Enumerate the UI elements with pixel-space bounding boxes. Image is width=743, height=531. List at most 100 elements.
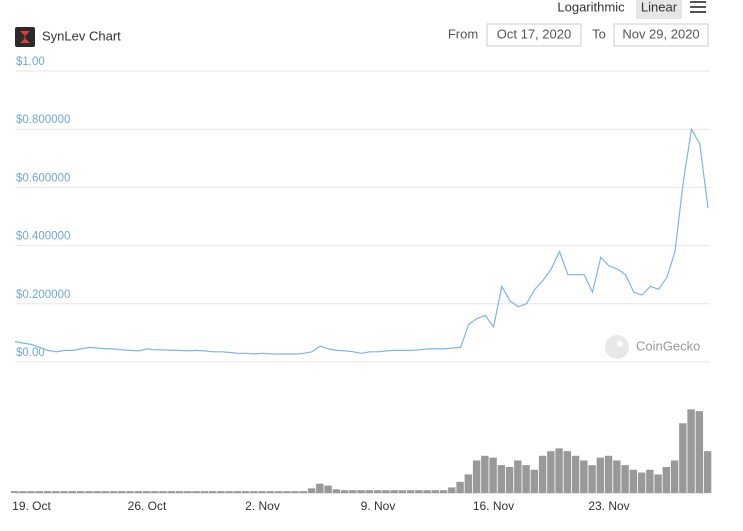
volume-bar [555, 448, 563, 493]
volume-bar [637, 472, 646, 493]
volume-bar [497, 465, 506, 493]
volume-bar [93, 491, 101, 493]
logo [15, 27, 35, 47]
volume-bar [571, 455, 580, 493]
x-tick-label: 23. Nov [588, 499, 629, 513]
volume-bar [27, 491, 35, 493]
chart-title: SynLev Chart [42, 28, 121, 43]
volume-bar [151, 491, 159, 493]
volume-bar [109, 491, 118, 493]
volume-bar [472, 460, 481, 493]
volume-bar [118, 491, 126, 493]
volume-bar [522, 465, 530, 493]
volume-bar [217, 491, 225, 493]
volume-bar [382, 490, 390, 493]
volume-bar [505, 466, 514, 493]
volume-bar [283, 491, 291, 493]
x-tick-label: 19. Oct [12, 499, 51, 513]
volume-bar [142, 491, 151, 493]
volume-bar [406, 490, 415, 493]
volume-bar [324, 485, 332, 493]
linear-button-bg[interactable] [636, 0, 682, 19]
volume-bar [225, 491, 233, 493]
volume-bar [530, 469, 539, 493]
volume-bar [340, 490, 349, 493]
volume-bar [159, 491, 167, 493]
y-tick-label: $0.800000 [16, 114, 70, 126]
volume-bar [563, 451, 572, 493]
volume-bar [613, 460, 621, 493]
volume-bar [307, 488, 316, 493]
from-input[interactable] [486, 23, 582, 47]
volume-bar [654, 474, 662, 493]
linear-button[interactable]: Linear [641, 0, 678, 14]
volume-bar [250, 491, 258, 493]
from-label: From [448, 26, 478, 41]
x-tick-label: 26. Oct [128, 499, 167, 513]
volume-bar [85, 491, 93, 493]
volume-bar [687, 409, 695, 493]
volume-bar [101, 491, 110, 493]
volume-bar [489, 457, 497, 493]
volume-bar [200, 491, 209, 493]
volume-bar [134, 491, 143, 493]
y-tick-label: $0.00 [16, 347, 45, 359]
volume-bar [439, 490, 448, 493]
volume-bar [10, 491, 19, 493]
volume-bar [299, 491, 308, 493]
volume-bar [126, 491, 134, 493]
volume-bar [621, 465, 629, 493]
to-date[interactable]: Nov 29, 2020 [622, 26, 699, 41]
volume-bar [274, 491, 283, 493]
volume-bar [538, 455, 547, 493]
volume-bar [349, 490, 357, 493]
menu-icon[interactable] [690, 1, 706, 13]
to-input[interactable] [613, 23, 709, 47]
volume-bar [332, 489, 341, 493]
volume-bar [316, 483, 324, 493]
volume-bar [398, 490, 407, 493]
volume-bar [662, 466, 671, 493]
price-line [14, 127, 709, 355]
volume-bar [481, 455, 489, 493]
volume-bar [423, 490, 431, 493]
volume-bar [464, 474, 473, 493]
volume-bar [596, 457, 605, 493]
log-button[interactable]: Logarithmic [557, 0, 625, 14]
volume-bar [208, 491, 217, 493]
volume-bar [241, 491, 250, 493]
volume-bar [291, 491, 299, 493]
x-tick-label: 16. Nov [473, 499, 514, 513]
volume-bar [19, 491, 27, 493]
volume-bar [266, 491, 275, 493]
volume-bar [357, 490, 365, 493]
volume-bar [448, 487, 456, 493]
volume-bar [233, 491, 242, 493]
volume-bar [52, 491, 60, 493]
volume-bar [390, 490, 398, 493]
volume-bar [456, 481, 464, 493]
y-tick-label: $0.600000 [16, 172, 70, 184]
volume-bar [679, 423, 687, 493]
x-tick-label: 9. Nov [361, 499, 396, 513]
volume-bar [580, 460, 588, 493]
volume-bar [60, 491, 68, 493]
volume-bar [192, 491, 200, 493]
to-label: To [592, 26, 606, 41]
volume-bar [415, 490, 423, 493]
y-tick-label: $0.200000 [16, 289, 70, 301]
volume-bar [514, 460, 522, 493]
volume-bar [167, 491, 176, 493]
volume-bar [703, 451, 712, 493]
x-tick-label: 2. Nov [245, 499, 280, 513]
volume-bar [184, 491, 192, 493]
volume-bar [76, 491, 85, 493]
volume-bar [68, 491, 77, 493]
volume-bar [43, 491, 52, 493]
volume-bar [695, 411, 704, 493]
volume-bar [547, 451, 555, 493]
from-date[interactable]: Oct 17, 2020 [497, 26, 571, 41]
volume-bar [604, 455, 613, 493]
volume-bar [646, 469, 654, 493]
